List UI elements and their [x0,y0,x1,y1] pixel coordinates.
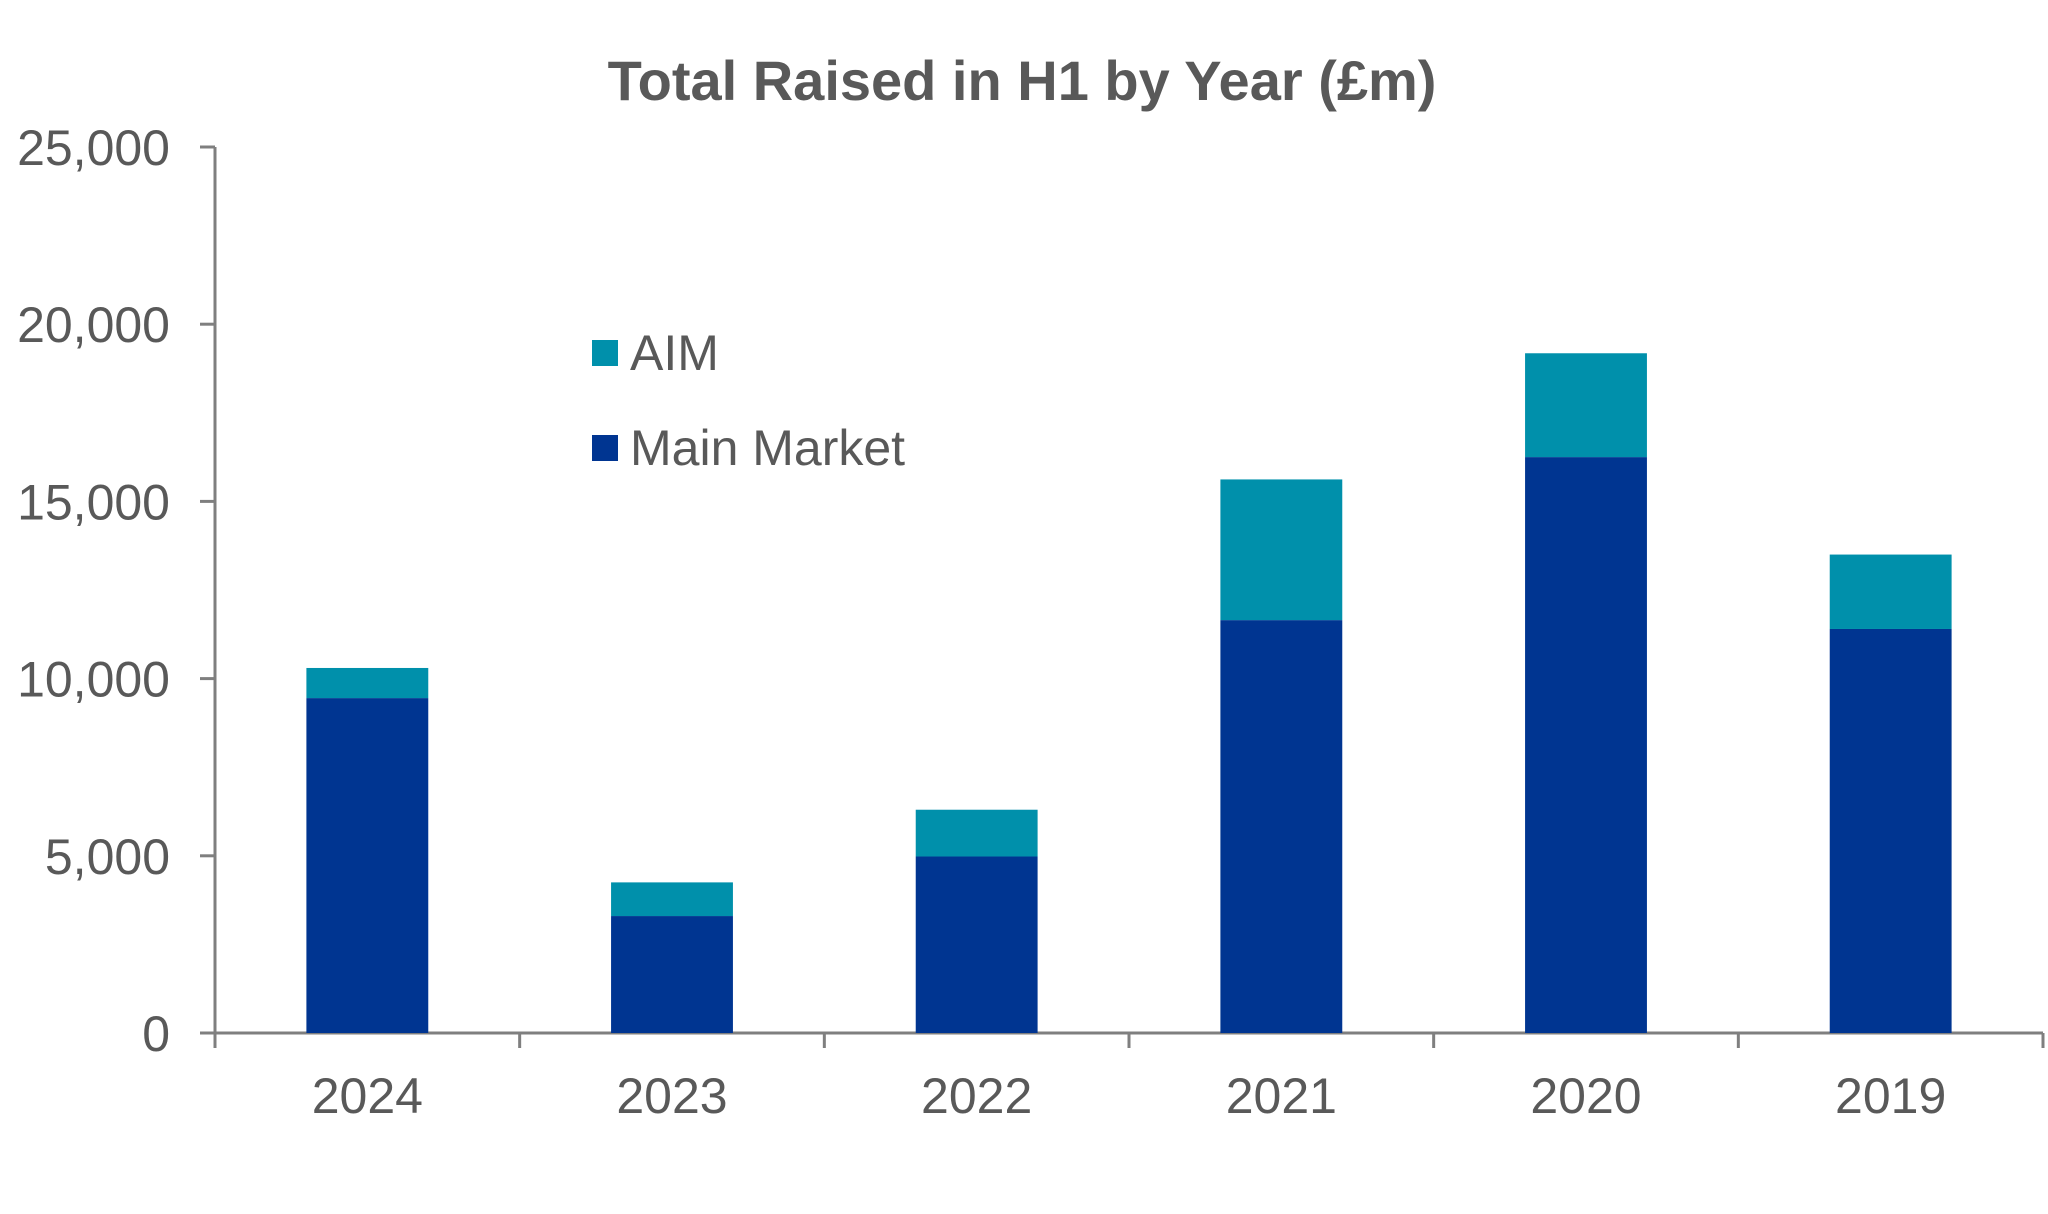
bar-aim-2020 [1525,353,1647,458]
x-tick-label: 2023 [616,1068,727,1124]
bar-main-market-2019 [1829,628,1952,1033]
bar-main-market-2021 [1220,620,1343,1033]
chart-title: Total Raised in H1 by Year (£m) [608,49,1437,112]
bar-aim-2021 [1220,479,1343,621]
x-axis: 2024 2023 2022 2021 2020 2019 [213,1031,2045,1124]
bar-aim-2019 [1829,554,1952,629]
legend: AIM Main Market [592,325,905,476]
bar-main-market-2024 [306,698,429,1033]
x-tick-label: 2019 [1835,1068,1946,1124]
y-tick-label: 5,000 [45,829,170,885]
y-tick-label: 15,000 [17,474,170,530]
bar-main-market-2023 [611,916,733,1033]
bar-aim-2023 [611,882,733,917]
x-tick-label: 2024 [312,1068,423,1124]
y-tick-label: 25,000 [17,120,170,176]
x-tick-label: 2021 [1226,1068,1337,1124]
bar-main-market-2020 [1525,457,1647,1034]
legend-swatch-main-market [592,435,618,461]
y-tick-label: 20,000 [17,297,170,353]
legend-label: Main Market [630,420,905,476]
bars [306,353,1952,1034]
legend-label: AIM [630,325,719,381]
y-tick-label: 10,000 [17,652,170,708]
bar-main-market-2022 [915,856,1038,1033]
y-tick-label: 0 [142,1006,170,1062]
bar-aim-2024 [306,667,429,699]
x-tick-label: 2020 [1530,1068,1641,1124]
x-tick-label: 2022 [921,1068,1032,1124]
bar-aim-2022 [915,809,1038,857]
y-axis: 0 5,000 10,000 15,000 20,000 25,000 [17,120,217,1062]
legend-swatch-aim [592,340,618,366]
